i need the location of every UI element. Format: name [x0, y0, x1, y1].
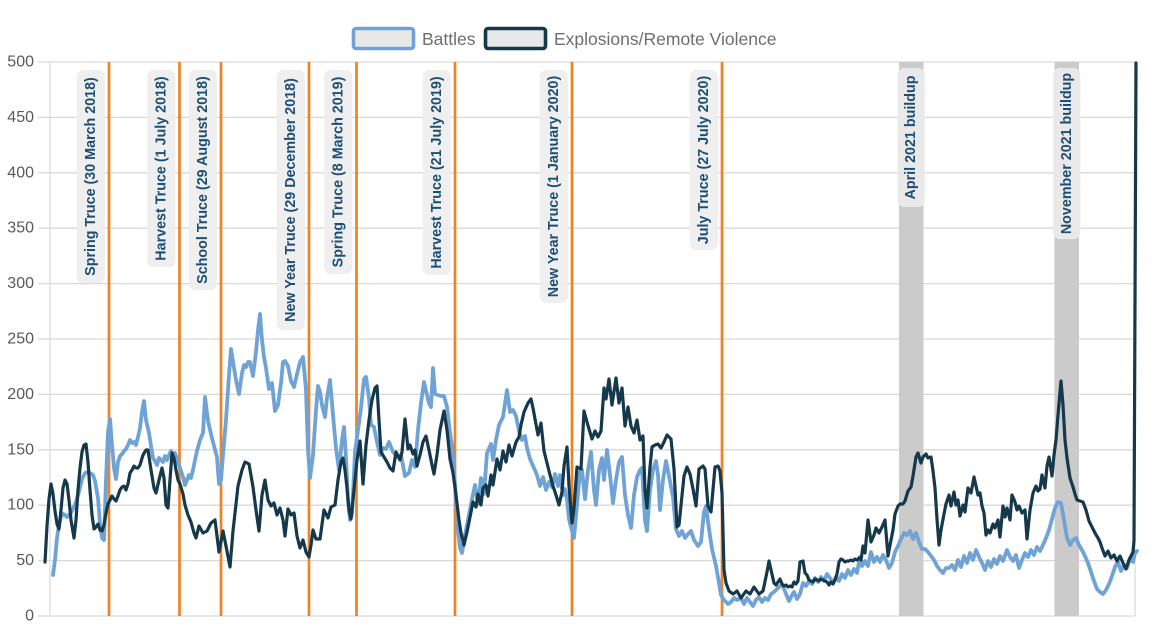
- svg-text:School Truce (29 August 2018): School Truce (29 August 2018): [195, 76, 211, 284]
- svg-text:Spring Truce (30 March 2018): Spring Truce (30 March 2018): [83, 77, 99, 276]
- svg-text:April 2021 buildup: April 2021 buildup: [903, 75, 919, 199]
- svg-text:Battles: Battles: [422, 29, 476, 49]
- svg-text:November 2021 buildup: November 2021 buildup: [1059, 73, 1075, 235]
- svg-text:350: 350: [7, 220, 34, 237]
- svg-text:Explosions/Remote Violence: Explosions/Remote Violence: [554, 29, 776, 49]
- svg-text:Harvest Truce (1 July 2018): Harvest Truce (1 July 2018): [153, 76, 169, 261]
- svg-text:250: 250: [7, 331, 34, 348]
- svg-text:0: 0: [25, 608, 34, 625]
- svg-text:300: 300: [7, 275, 34, 292]
- svg-text:150: 150: [7, 441, 34, 458]
- svg-text:New Year Truce (1 January 2020: New Year Truce (1 January 2020): [546, 76, 562, 298]
- svg-text:450: 450: [7, 109, 34, 126]
- svg-text:Spring Truce (8 March 2019): Spring Truce (8 March 2019): [330, 76, 346, 267]
- svg-text:July Truce (27 July 2020): July Truce (27 July 2020): [696, 76, 712, 245]
- svg-text:400: 400: [7, 164, 34, 181]
- svg-text:New Year Truce (29 December 20: New Year Truce (29 December 2018): [283, 78, 299, 322]
- svg-text:Harvest Truce (21 July 2019): Harvest Truce (21 July 2019): [429, 76, 445, 269]
- svg-text:100: 100: [7, 497, 34, 514]
- svg-text:500: 500: [7, 54, 34, 71]
- svg-text:50: 50: [16, 552, 34, 569]
- svg-text:200: 200: [7, 386, 34, 403]
